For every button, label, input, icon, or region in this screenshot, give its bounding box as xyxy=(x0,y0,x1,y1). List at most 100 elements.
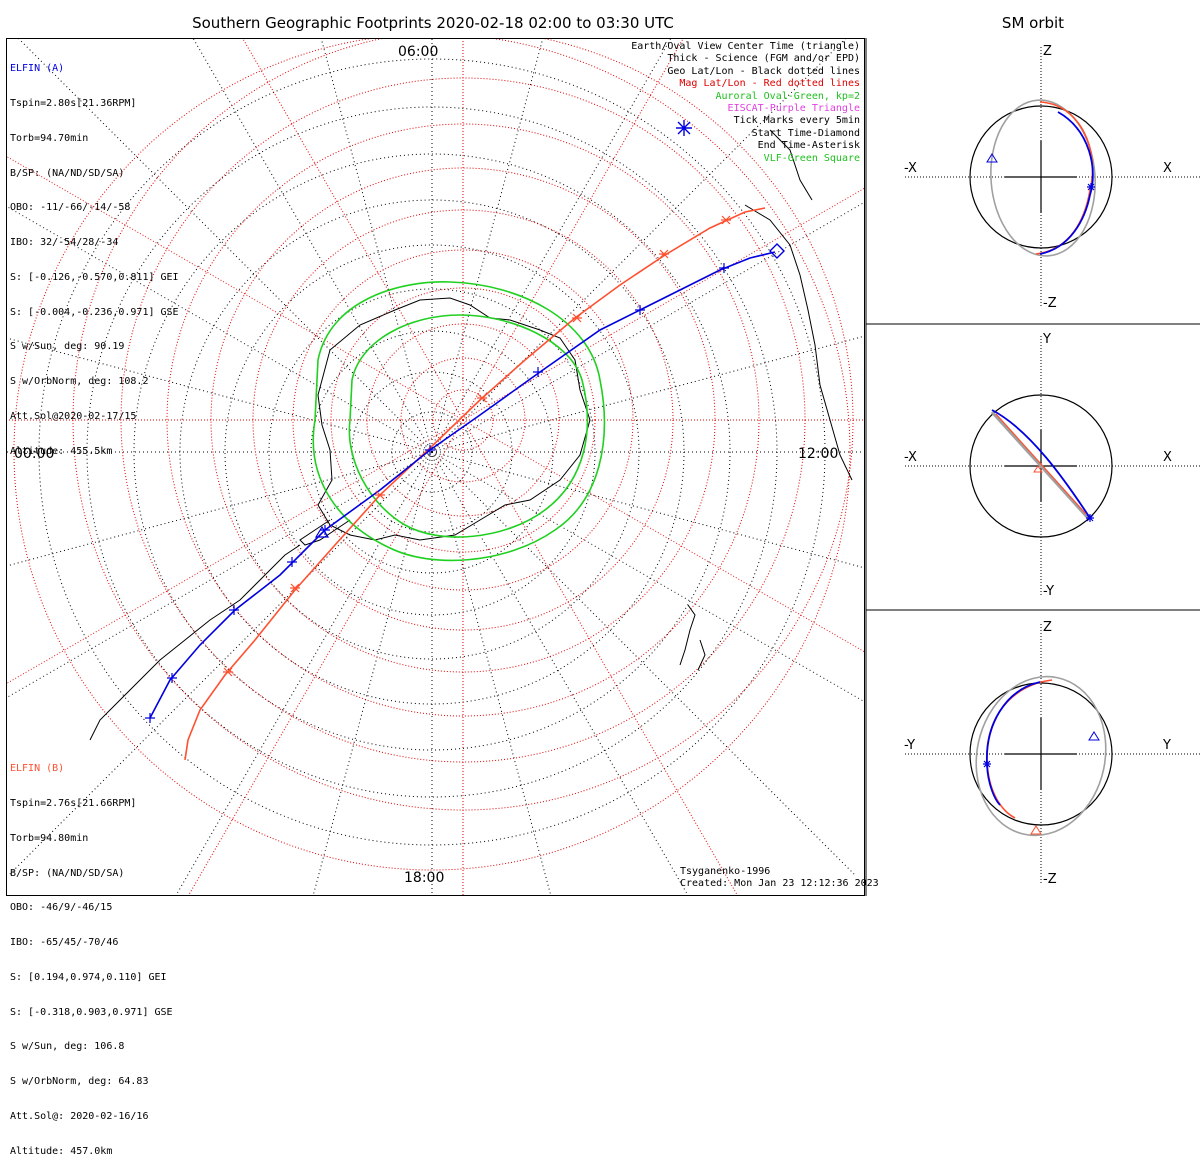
auroral-oval-outer xyxy=(312,281,606,562)
elfin-b-tick xyxy=(477,393,487,403)
geo-longitude-line xyxy=(320,39,433,453)
orbit-b-arc xyxy=(986,679,1053,819)
elfin-b-tick xyxy=(375,490,385,500)
antarctica-coastline xyxy=(317,297,591,541)
orbit-xy-top: Y xyxy=(1043,332,1051,347)
legend-item: Geo Lat/Lon - Black dotted lines xyxy=(667,65,860,77)
legend: Earth/Oval View Center Time (triangle) T… xyxy=(631,41,860,165)
geo-longitude-line xyxy=(431,39,672,453)
mag-latitude-circle xyxy=(400,357,526,483)
orbit-xy-left: -X xyxy=(904,450,917,465)
map-content xyxy=(7,39,864,895)
elfin-a-line: S w/OrbNorm, deg: 108.2 xyxy=(10,376,149,388)
elfin-a-line: S: [-0.126,-0.570,0.811] GEI xyxy=(10,271,179,283)
elfin-a-line: OBO: -11/-66/-14/-58 xyxy=(10,202,131,214)
orbit-b-arc xyxy=(1035,101,1094,255)
geo-longitude-line xyxy=(192,39,433,453)
orbit-a-asterisk xyxy=(983,760,991,768)
elfin-b-line: Att.Sol@: 2020-02-16/16 xyxy=(10,1111,149,1122)
elfin-a-tick xyxy=(167,673,177,683)
geo-longitude-line xyxy=(431,451,552,895)
elfin-a-line: Torb=94.70min xyxy=(10,132,89,144)
elfin-a-tick xyxy=(533,367,543,377)
orbit-a-asterisk xyxy=(1086,514,1094,522)
geo-longitude-line xyxy=(7,206,433,453)
elfin-a-line: IBO: 32/-54/28/-34 xyxy=(10,237,119,249)
elfin-b-tick xyxy=(223,667,233,677)
elfin-a-tick xyxy=(145,713,155,723)
geo-longitude-line xyxy=(431,202,864,453)
geo-longitude-line xyxy=(431,451,864,569)
geo-longitude-line xyxy=(312,451,433,895)
elfin-a-start-diamond xyxy=(769,243,785,259)
orbit-gray-ellipse xyxy=(990,99,1096,257)
elfin-a-name: ELFIN (A) xyxy=(10,63,65,75)
earth-circle xyxy=(969,105,1113,249)
elfin-a-line: S: [-0.004,-0.236,0.971] GSE xyxy=(10,306,179,318)
elfin-b-line: OBO: -46/9/-46/15 xyxy=(10,902,113,914)
earth-circle xyxy=(969,394,1113,538)
elfin-b-name: ELFIN (B) xyxy=(10,763,65,775)
mag-longitude-line xyxy=(242,39,464,421)
elfin-a-line: Tspin=2.80s[21.36RPM] xyxy=(10,97,137,109)
geo-latitude-circle xyxy=(224,244,640,660)
elfin-b-line: Altitude: 457.0km xyxy=(10,1145,113,1157)
orbit-b-arc xyxy=(995,413,1087,515)
map-boundary-circle xyxy=(13,39,851,871)
elfin-a-tick xyxy=(320,525,330,535)
geo-longitude-line xyxy=(431,451,857,877)
geo-longitude-line xyxy=(7,451,433,698)
legend-item: Auroral Oval-Green, kp=2 xyxy=(715,90,861,102)
mag-longitude-line xyxy=(462,187,864,421)
orbit-xz-bottom: -Z xyxy=(1043,296,1057,311)
model-label: Tsyganenko-1996 xyxy=(680,866,771,877)
geo-latitude-circle xyxy=(268,288,596,616)
orbit-a-asterisk xyxy=(1087,183,1095,191)
mag-latitude-circle xyxy=(292,249,634,591)
footprint-map xyxy=(7,39,864,895)
elfin-a-end-asterisk xyxy=(676,120,692,136)
orbit-a-triangle xyxy=(986,153,998,163)
credit: Tsyganenko-1996 Created: Mon Jan 23 12:1… xyxy=(680,866,879,890)
orbit-yz-right: Y xyxy=(1163,738,1171,753)
clock-label-left: 00:00 xyxy=(14,446,55,462)
elfin-a-tick xyxy=(229,605,239,615)
africa-coastline xyxy=(769,129,813,201)
elfin-a-line: B/SP: (NA/ND/SD/SA) xyxy=(10,167,125,179)
elfin-b-tick xyxy=(290,583,300,593)
elfin-a-tick xyxy=(719,263,729,273)
geo-longitude-line xyxy=(431,335,864,453)
geo-longitude-line xyxy=(431,39,846,453)
geo-longitude-line xyxy=(175,451,433,895)
geo-longitude-line xyxy=(7,451,433,567)
legend-item: Earth/Oval View Center Time (triangle) xyxy=(631,41,860,52)
legend-item: Mag Lat/Lon - Red dotted lines xyxy=(679,78,860,90)
view-center-triangle xyxy=(314,525,330,538)
clock-label-top: 06:00 xyxy=(398,44,439,60)
orbit-a-arc xyxy=(991,409,1091,519)
elfin-a-info: ELFIN (A) Tspin=2.80s[21.36RPM] Torb=94.… xyxy=(10,40,179,469)
elfin-a-line: S w/Sun, deg: 90.19 xyxy=(10,341,125,353)
geo-longitude-line xyxy=(18,39,433,453)
elfin-b-info: ELFIN (B) Tspin=2.76s[21.66RPM] Torb=94.… xyxy=(10,740,173,1169)
elfin-a-tick xyxy=(425,445,435,455)
elfin-b-tick xyxy=(659,249,669,259)
elfin-b-line: IBO: -65/45/-70/46 xyxy=(10,937,119,949)
geo-longitude-line xyxy=(431,39,544,453)
orbit-xy-right: X xyxy=(1163,450,1172,465)
elfin-b-line: S: [0.194,0.974,0.110] GEI xyxy=(10,971,167,983)
elfin-a-track xyxy=(149,251,776,719)
mag-longitude-line xyxy=(188,419,464,895)
elfin-b-line: S w/Sun, deg: 106.8 xyxy=(10,1041,125,1053)
geo-longitude-line xyxy=(7,337,433,453)
orbit-a-arc xyxy=(986,681,1041,806)
orbit-b-triangle xyxy=(1030,825,1042,835)
mag-longitude-line xyxy=(7,156,464,421)
peninsula-coastline xyxy=(299,519,351,546)
mag-longitude-line xyxy=(462,419,864,653)
orbit-yz-top: Z xyxy=(1043,620,1052,635)
orbit-b-triangle xyxy=(1033,465,1043,473)
clock-label-right: 12:00 xyxy=(798,446,839,462)
orbit-gray-ellipse xyxy=(975,675,1107,837)
legend-item: Thick - Science (FGM and/or EPD) xyxy=(667,53,860,65)
